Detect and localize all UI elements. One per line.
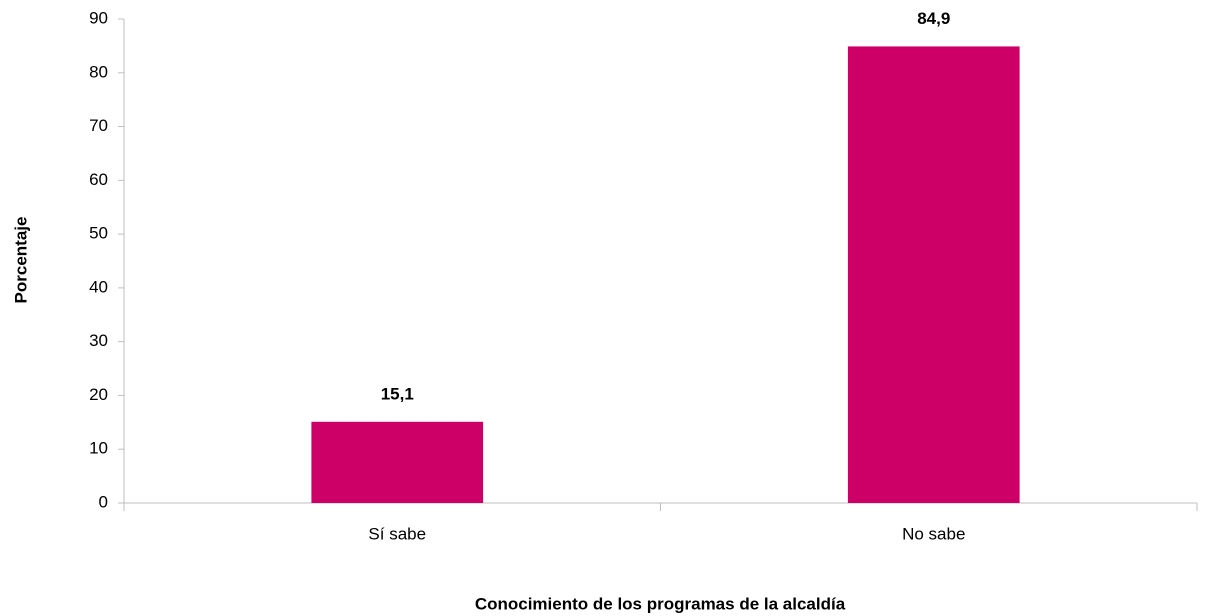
bar bbox=[311, 421, 484, 503]
y-tick-label: 10 bbox=[89, 439, 108, 458]
y-tick-label: 30 bbox=[89, 331, 108, 350]
y-tick-label: 0 bbox=[99, 492, 108, 511]
y-axis-title: Porcentaje bbox=[11, 217, 30, 304]
y-tick-label: 60 bbox=[89, 170, 108, 189]
y-tick-label: 20 bbox=[89, 385, 108, 404]
y-tick-label: 50 bbox=[89, 224, 108, 243]
y-tick-label: 40 bbox=[89, 277, 108, 296]
x-tick-label: Sí sabe bbox=[368, 524, 426, 543]
x-axis-title: Conocimiento de los programas de la alca… bbox=[475, 594, 846, 613]
x-tick-label: No sabe bbox=[902, 524, 965, 543]
y-tick-label: 80 bbox=[89, 62, 108, 81]
y-tick-label: 90 bbox=[89, 8, 108, 27]
data-label: 84,9 bbox=[917, 9, 950, 28]
y-tick-label: 70 bbox=[89, 116, 108, 135]
bar bbox=[847, 46, 1020, 503]
data-label: 15,1 bbox=[381, 384, 414, 403]
